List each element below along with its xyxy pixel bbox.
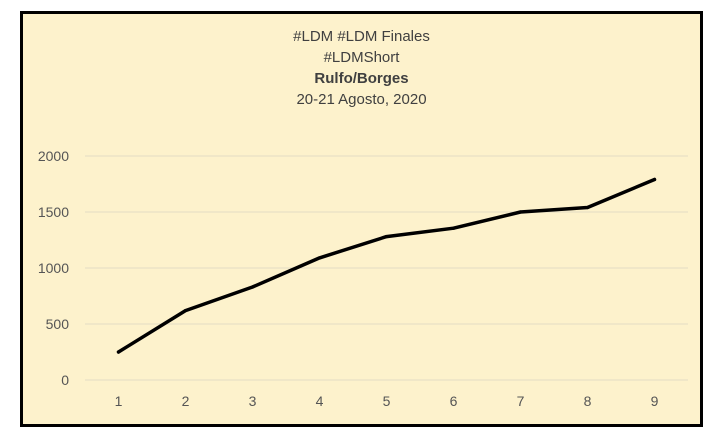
data-point [384,235,389,239]
data-point [183,308,188,313]
x-tick-label: 5 [383,393,391,409]
gridlines [85,155,688,381]
x-tick-label: 3 [249,393,257,409]
series-group [116,177,657,354]
y-tick-label: 500 [46,316,70,332]
y-tick-label: 0 [61,372,69,388]
data-point [451,226,456,230]
data-point [317,256,322,260]
y-tick-label: 2000 [38,148,69,164]
x-axis-tick-labels: 1 2 3 4 5 6 7 8 9 [115,393,659,409]
chart-title-line-1: #LDM #LDM Finales [293,28,430,45]
x-tick-label: 4 [316,393,324,409]
line-chart: 0 500 1000 1500 2000 1 2 3 4 5 6 7 8 9 [38,148,688,409]
data-point [518,210,523,214]
y-axis-tick-labels: 0 500 1000 1500 2000 [38,148,69,388]
chart-title-line-4: 20-21 Agosto, 2020 [296,91,427,108]
x-tick-label: 6 [450,393,458,409]
data-point [652,177,657,182]
chart-title-line-2: #LDMShort [323,49,400,66]
y-tick-label: 1500 [38,204,69,220]
series-line-0 [116,177,657,354]
data-point [250,285,255,289]
x-tick-label: 9 [651,393,659,409]
chart-title-line-3: Rulfo/Borges [314,70,409,87]
data-point [116,350,121,354]
x-tick-label: 7 [517,393,525,409]
chart-frame: #LDM #LDM Finales #LDMShort Rulfo/Borges… [20,11,703,427]
x-tick-label: 1 [115,393,123,409]
y-tick-label: 1000 [38,260,69,276]
x-tick-label: 8 [584,393,592,409]
x-tick-label: 2 [182,393,190,409]
data-point [585,205,590,210]
